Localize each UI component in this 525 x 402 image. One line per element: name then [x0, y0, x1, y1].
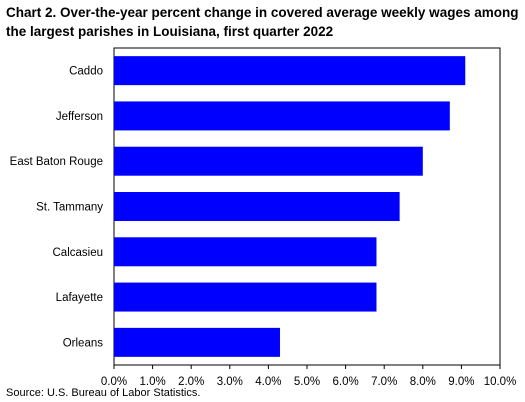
- x-tick-label: 9.0%: [448, 376, 474, 388]
- bar-st-tammany: [114, 192, 400, 221]
- source-note: Source: U.S. Bureau of Labor Statistics.: [6, 387, 201, 399]
- x-tick-label: 0.0%: [101, 376, 127, 388]
- x-tick-label: 3.0%: [217, 376, 243, 388]
- category-label: Lafayette: [56, 292, 103, 304]
- bar-jefferson: [114, 101, 450, 131]
- category-label: East Baton Rouge: [10, 156, 103, 168]
- category-label: Calcasieu: [53, 247, 104, 259]
- x-tick-label: 10.0%: [484, 376, 517, 388]
- category-label: St. Tammany: [36, 202, 103, 214]
- bar-lafayette: [114, 282, 377, 312]
- x-tick-label: 4.0%: [255, 376, 281, 388]
- x-tick-label: 2.0%: [178, 376, 204, 388]
- x-tick-label: 8.0%: [410, 376, 436, 388]
- bar-caddo: [114, 56, 466, 86]
- x-tick-label: 7.0%: [371, 376, 397, 388]
- chart-title: Chart 2. Over-the-year percent change in…: [6, 5, 519, 39]
- x-tick-label: 1.0%: [139, 376, 165, 388]
- bar-east-baton-rouge: [114, 146, 423, 176]
- category-label: Jefferson: [56, 111, 103, 123]
- bar-orleans: [114, 327, 280, 357]
- category-label: Caddo: [69, 66, 103, 78]
- category-label: Orleans: [63, 337, 104, 349]
- x-tick-label: 6.0%: [332, 376, 358, 388]
- bar-calcasieu: [114, 237, 377, 267]
- x-tick-label: 5.0%: [294, 376, 320, 388]
